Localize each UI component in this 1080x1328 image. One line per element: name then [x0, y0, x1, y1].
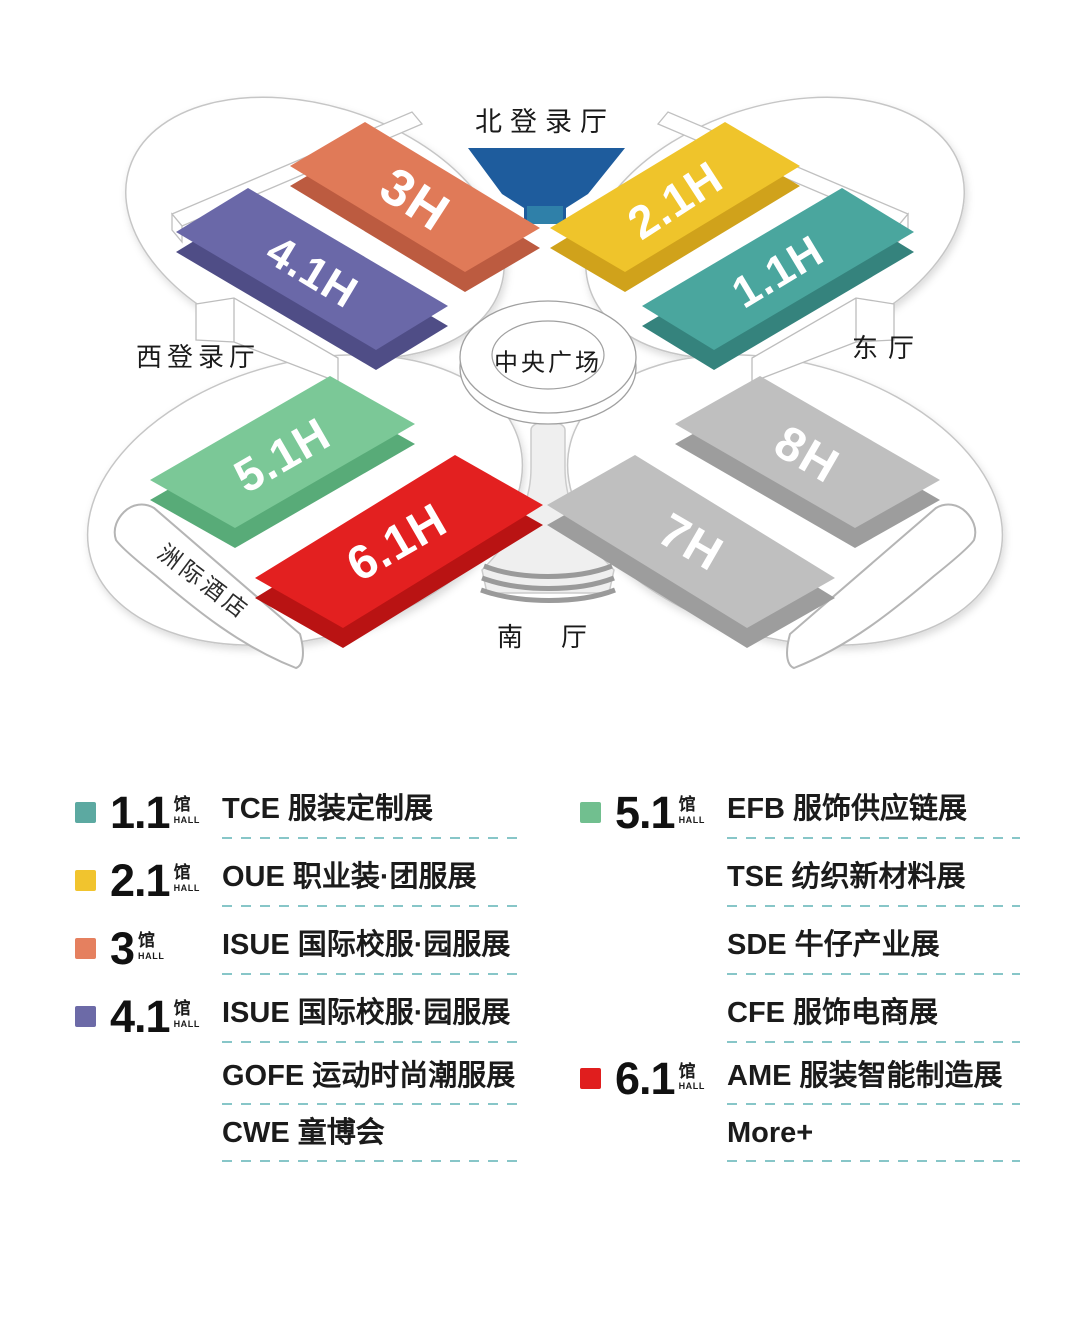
hall-face — [675, 376, 940, 528]
central-plaza-label: 中央广场 — [494, 350, 602, 377]
more-link[interactable]: More+ — [727, 1116, 814, 1149]
hall-6-1h: 6.1H — [255, 455, 543, 648]
legend-item-hall-5-1: 5.1 馆 HALL EFB 服饰供应链展 — [580, 778, 1020, 846]
hall-marker: 3 馆 HALL — [75, 926, 222, 971]
central-plaza: 中央广场 — [459, 300, 637, 425]
divider-dashed — [222, 972, 525, 975]
legend-item-sde: SDE 牛仔产业展 — [580, 914, 1020, 982]
hall-4-1-swatch — [75, 1005, 96, 1027]
hall-face — [547, 455, 835, 628]
hall-suffix: 馆 HALL — [138, 931, 165, 961]
legend-column-left: 1.1 馆 HALL TCE 服装定制展 2.1 馆 — [75, 778, 525, 1164]
hall-face — [550, 122, 800, 272]
hall-4-1h: 4.1H — [176, 188, 448, 370]
legend-item-hall-4-1: 4.1 馆 HALL ISUE 国际校服·园服展 — [75, 982, 525, 1050]
divider-dashed — [222, 1160, 525, 1163]
divider-dashed — [222, 1103, 525, 1106]
hall-suffix: 馆 HALL — [173, 999, 200, 1029]
divider-dashed — [727, 972, 1020, 975]
hall-3-swatch — [75, 937, 96, 959]
north-gate-shape — [468, 148, 625, 224]
hall-face — [150, 376, 415, 528]
legend: 1.1 馆 HALL TCE 服装定制展 2.1 馆 — [0, 778, 1080, 1164]
legend-item-cfe: CFE 服饰电商展 — [580, 982, 1020, 1050]
legend-item-tse: TSE 纺织新材料展 — [580, 846, 1020, 914]
divider-dashed — [727, 836, 1020, 839]
hall-suffix: 馆 HALL — [173, 863, 200, 893]
exhibition-title: ISUE 国际校服·园服展 — [222, 929, 511, 962]
exhibition-title: SDE 牛仔产业展 — [727, 929, 940, 962]
hall-number: 2.1 — [110, 854, 171, 906]
hall-face — [290, 122, 540, 272]
south-hall-label: 南 厅 — [497, 622, 593, 652]
exhibition-title: CFE 服饰电商展 — [727, 997, 939, 1030]
hall-marker: 2.1 馆 HALL — [75, 858, 222, 903]
divider-dashed — [222, 1040, 525, 1043]
legend-item-hall-3: 3 馆 HALL ISUE 国际校服·园服展 — [75, 914, 525, 982]
hall-5-1-swatch — [580, 801, 601, 823]
hall-marker: 6.1 馆 HALL — [580, 1056, 727, 1101]
hall-1-1-swatch — [75, 801, 96, 823]
hall-marker: 1.1 馆 HALL — [75, 790, 222, 835]
legend-item-gofe: GOFE 运动时尚潮服展 — [75, 1050, 525, 1107]
legend-item-cwe: CWE 童博会 — [75, 1107, 525, 1164]
hall-suffix: 馆 HALL — [173, 795, 200, 825]
exhibition-title: AME 服装智能制造展 — [727, 1059, 1003, 1092]
region-labels: 北登录厅 西登录厅 东厅 南 厅 — [136, 107, 924, 652]
hall-2-1h: 2.1H — [550, 122, 800, 292]
legend-item-hall-1-1: 1.1 馆 HALL TCE 服装定制展 — [75, 778, 525, 846]
hall-3h: 3H — [290, 122, 540, 292]
hall-suffix: 馆 HALL — [678, 1061, 705, 1092]
hall-7h: 7H — [547, 455, 835, 648]
divider-dashed — [727, 1160, 1020, 1163]
exhibition-title: CWE 童博会 — [222, 1116, 385, 1149]
exhibition-title: ISUE 国际校服·园服展 — [222, 997, 511, 1030]
hall-suffix: 馆 HALL — [678, 795, 705, 825]
divider-dashed — [727, 1103, 1020, 1106]
divider-dashed — [727, 904, 1020, 907]
hall-marker: 4.1 馆 HALL — [75, 994, 222, 1039]
hall-face — [255, 455, 543, 628]
legend-column-right: 5.1 馆 HALL EFB 服饰供应链展 TSE 纺织新材料展 — [580, 778, 1020, 1164]
hall-2-1-swatch — [75, 869, 96, 891]
southeast-canopy-shape — [786, 503, 977, 670]
halls: 3H 2.1H 4.1H 1.1H — [150, 122, 940, 648]
legend-item-more: More+ — [580, 1107, 1020, 1164]
divider-dashed — [222, 836, 525, 839]
hall-1-1h: 1.1H — [642, 188, 914, 370]
legend-item-hall-6-1: 6.1 馆 HALL AME 服装智能制造展 — [580, 1050, 1020, 1107]
hall-8h: 8H — [675, 376, 940, 548]
hall-number: 4.1 — [110, 990, 171, 1042]
east-hall-label: 东厅 — [852, 333, 924, 363]
venue-map: 洲际酒店 中央广场 — [86, 96, 1004, 670]
west-hall-label: 西登录厅 — [136, 342, 260, 372]
hall-number: 6.1 — [615, 1053, 676, 1104]
hall-face — [176, 188, 448, 350]
north-hall-label: 北登录厅 — [475, 107, 615, 137]
exhibition-title: TSE 纺织新材料展 — [727, 861, 966, 894]
hall-number: 1.1 — [110, 786, 171, 838]
exhibition-title: EFB 服饰供应链展 — [727, 793, 968, 826]
exhibition-title: TCE 服装定制展 — [222, 793, 434, 826]
hall-number: 5.1 — [615, 786, 676, 838]
hall-number: 3 — [110, 922, 135, 974]
hall-marker: 5.1 馆 HALL — [580, 790, 727, 835]
hall-face — [642, 188, 914, 350]
legend-item-hall-2-1: 2.1 馆 HALL OUE 职业装·团服展 — [75, 846, 525, 914]
hall-6-1-swatch — [580, 1068, 601, 1089]
exhibition-title: OUE 职业装·团服展 — [222, 861, 477, 894]
divider-dashed — [727, 1040, 1020, 1043]
exhibition-title: GOFE 运动时尚潮服展 — [222, 1059, 516, 1092]
divider-dashed — [222, 904, 525, 907]
